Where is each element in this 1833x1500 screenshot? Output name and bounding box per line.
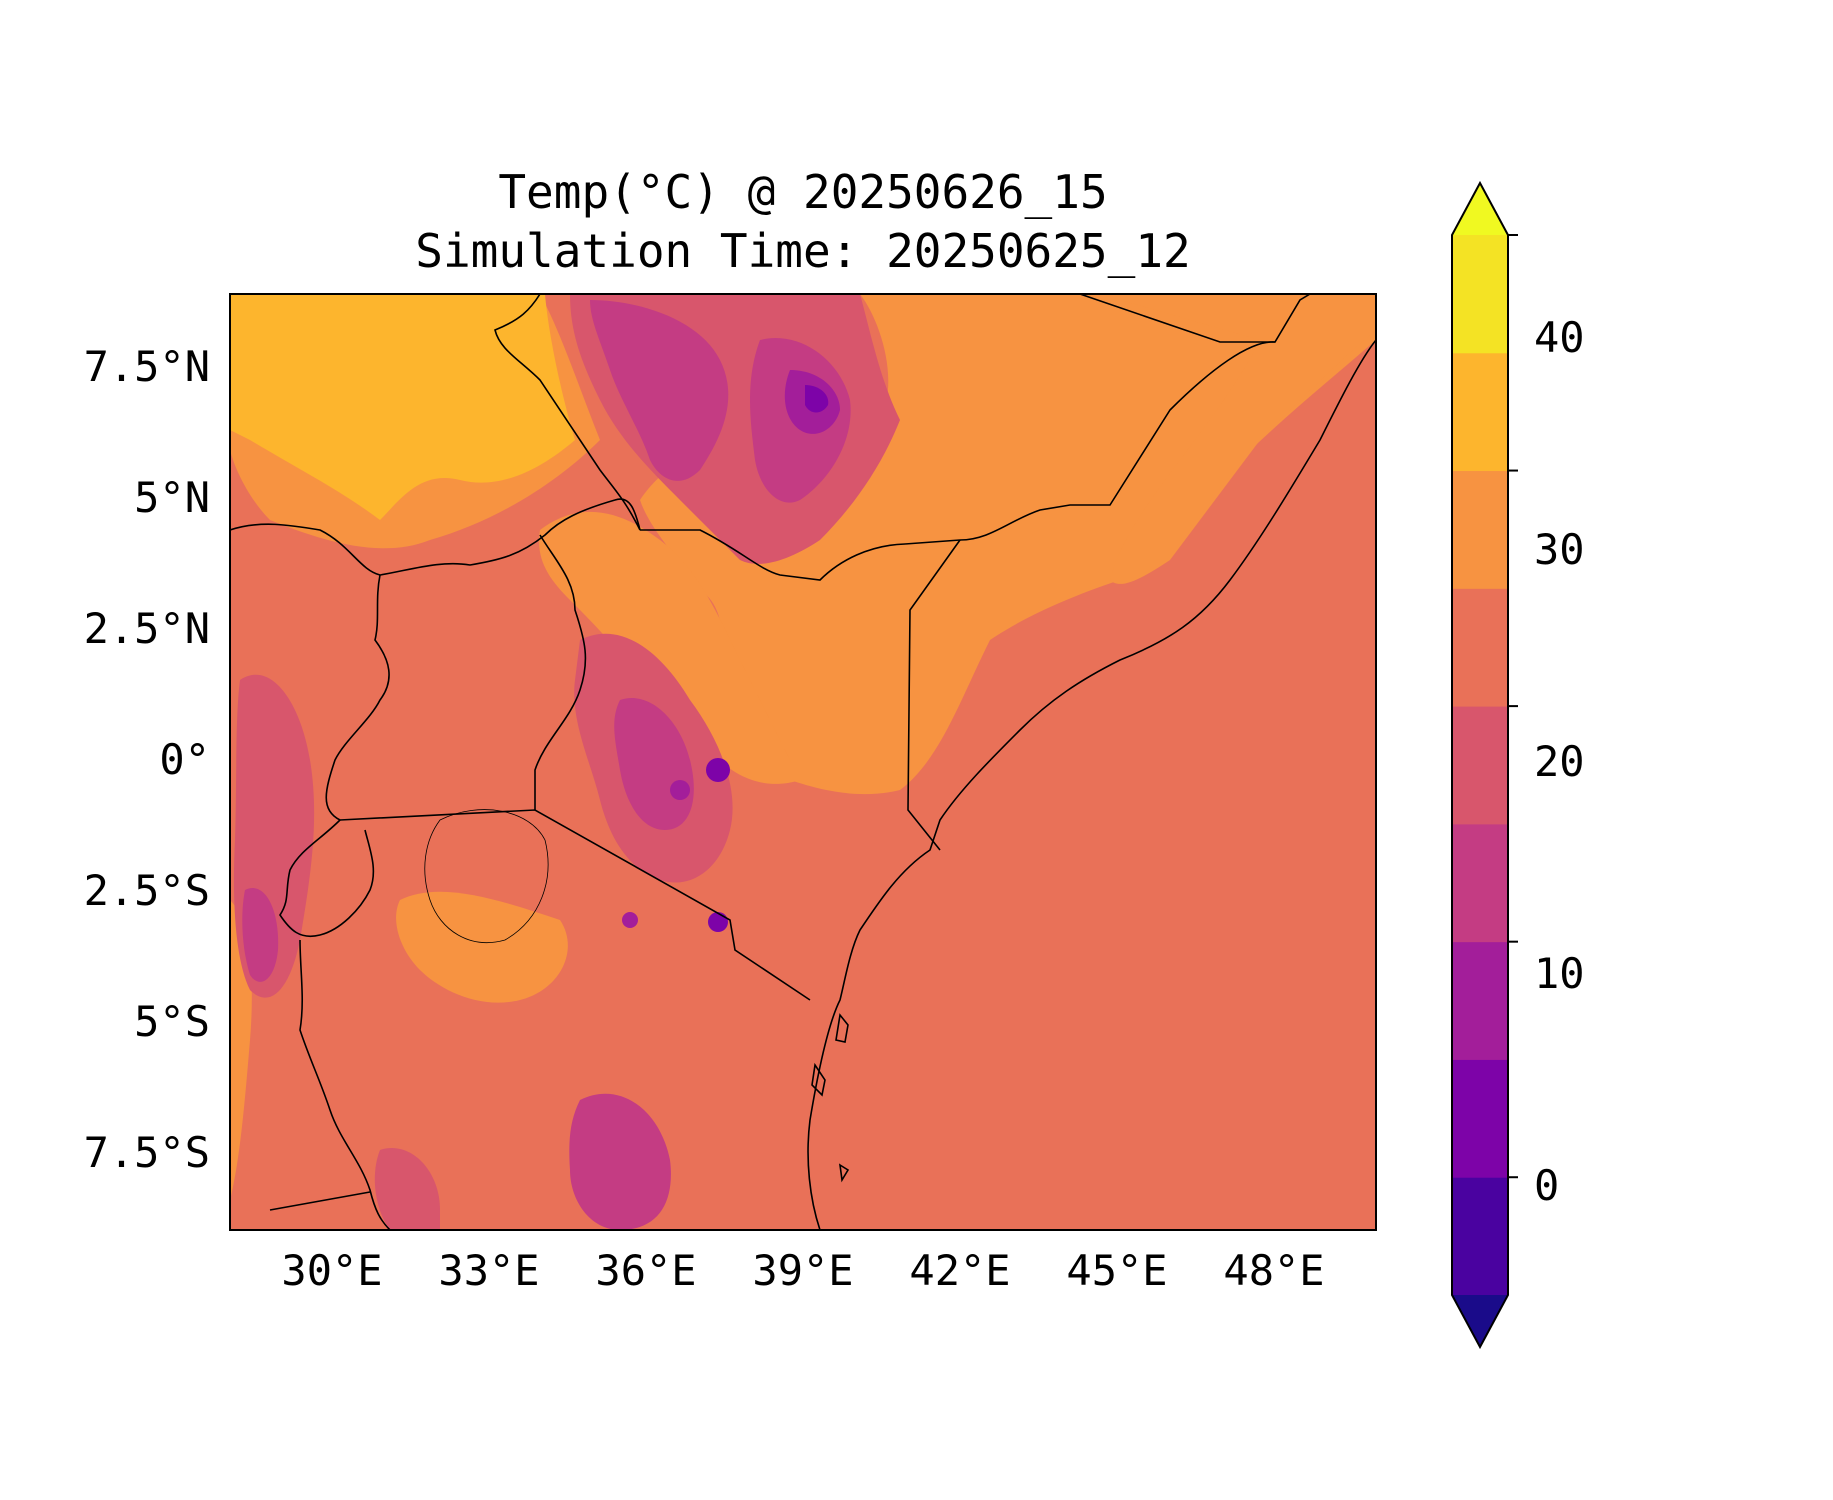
colorbar-segment: [1452, 1177, 1508, 1296]
south-sudan-south-border: [230, 498, 641, 576]
colorbar-segment: [1452, 1059, 1508, 1178]
lake-victoria: [424, 809, 549, 943]
colorbar-extend-max: [1452, 183, 1508, 235]
y-tick-label: 5°S: [134, 997, 210, 1046]
colorbar-tick-label: 0: [1534, 1161, 1559, 1210]
colorbar-ticks: 0 10 20 30 40: [1534, 313, 1585, 1210]
y-tick-label: 7.5°N: [84, 342, 210, 391]
colorbar-segment: [1452, 235, 1508, 354]
x-tick-label: 39°E: [752, 1246, 853, 1295]
field-kilimanjaro: [708, 912, 728, 932]
ethiopia-somalia-border: [904, 294, 1311, 545]
colorbar-segment: [1452, 706, 1508, 825]
colorbar-tick-label: 40: [1534, 313, 1585, 362]
tanzania-north-border: [339, 809, 811, 1001]
field-mt-kenya: [706, 758, 730, 782]
field-ethiopia-coldest: [805, 385, 829, 413]
y-tick-label: 2.5°N: [84, 604, 210, 653]
mafia-island: [838, 1163, 850, 1183]
ethiopia-kenya-border: [640, 529, 906, 581]
colorbar-segment: [1452, 470, 1508, 589]
y-tick-label: 0°: [159, 735, 210, 784]
field-aberdares: [670, 780, 690, 800]
colorbar-tick-label: 30: [1534, 525, 1585, 574]
rwanda-burundi-border: [279, 819, 375, 937]
field-nw-hot: [230, 294, 575, 520]
y-tick-label: 5°N: [134, 473, 210, 522]
sudan-ethiopia-border: [494, 294, 641, 531]
colorbar-segment: [1452, 823, 1508, 943]
x-tick-label: 45°E: [1066, 1246, 1167, 1295]
map-frame: [229, 293, 1377, 1231]
field-south-tz-cool: [374, 1148, 440, 1230]
x-tick-label: 30°E: [281, 1246, 382, 1295]
colorbar-extend-min: [1452, 1295, 1508, 1347]
somaliland-border: [1079, 294, 1275, 343]
colorbar-segment: [1452, 352, 1508, 472]
field-ne-coast-warm: [1100, 294, 1376, 584]
chart-title-line1: Temp(°C) @ 20250626_15: [498, 165, 1108, 219]
x-tick-label: 48°E: [1223, 1246, 1324, 1295]
field-meru: [622, 912, 638, 928]
y-tick-label: 7.5°S: [84, 1128, 210, 1177]
y-axis: 7.5°N 5°N 2.5°N 0° 2.5°S 5°S 7.5°S: [84, 342, 210, 1177]
x-axis: 30°E 33°E 36°E 39°E 42°E 45°E 48°E: [281, 1246, 1324, 1295]
zambia-border: [269, 1191, 371, 1211]
colorbar: [1451, 180, 1518, 1350]
field-north-warm: [640, 294, 1376, 795]
borders: [230, 294, 1376, 1230]
uganda-drc-border: [325, 574, 390, 821]
zanzibar-island: [811, 1062, 826, 1097]
colorbar-tick-label: 10: [1534, 949, 1585, 998]
field-central-warm: [539, 511, 800, 784]
uganda-kenya-border: [534, 534, 587, 810]
x-tick-label: 42°E: [909, 1246, 1010, 1295]
coastline: [807, 339, 1376, 1230]
x-tick-label: 33°E: [438, 1246, 539, 1295]
colorbar-tick-label: 20: [1534, 737, 1585, 786]
chart-title-line2: Simulation Time: 20250625_12: [415, 224, 1191, 278]
kenya-somalia-border: [907, 539, 961, 851]
colorbar-segment: [1452, 588, 1508, 707]
field-south-tz-cold: [569, 1093, 671, 1230]
y-tick-label: 2.5°S: [84, 866, 210, 915]
temperature-field: [230, 294, 1376, 1230]
pemba-island: [835, 1013, 849, 1043]
field-tz-warm-1: [396, 891, 568, 1003]
field-west-rift-cold: [242, 888, 279, 982]
x-tick-label: 36°E: [595, 1246, 696, 1295]
lake-tanganyika-border: [299, 939, 391, 1230]
colorbar-segment: [1452, 941, 1508, 1060]
field-ethiopia-cold: [590, 300, 729, 481]
